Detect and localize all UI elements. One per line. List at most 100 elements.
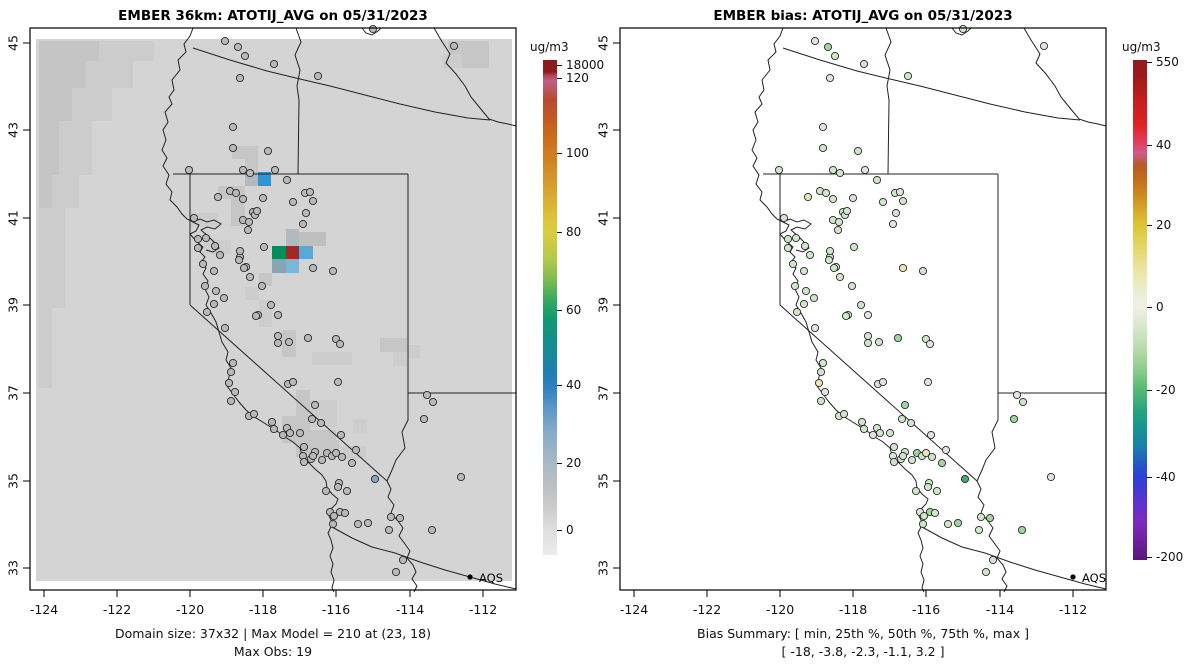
aqs-station-marker: [825, 246, 835, 256]
y-axis-tick-label: 37: [595, 385, 611, 401]
aqs-station-marker: [863, 338, 873, 348]
left-colorbar-unit-label: ug/m3: [530, 40, 569, 54]
aqs-station-marker: [820, 387, 830, 397]
aqs-station-marker: [299, 457, 309, 467]
aqs-station-marker: [244, 217, 254, 227]
ocean-raster-step: [39, 208, 65, 308]
colorbar-tick: [557, 65, 562, 66]
aqs-station-marker: [316, 418, 326, 428]
colorbar-tick: [557, 530, 562, 531]
aqs-station-marker: [919, 511, 929, 521]
model-grid-cell: [258, 172, 271, 186]
aqs-station-marker: [288, 377, 298, 387]
aqs-station-marker: [788, 259, 798, 269]
aqs-station-marker: [818, 122, 828, 132]
model-grid-cell: [272, 246, 286, 259]
aqs-station-marker: [791, 233, 801, 243]
aqs-station-marker: [925, 339, 935, 349]
aqs-station-marker: [888, 219, 898, 229]
x-axis-tick-label: -116: [321, 602, 351, 617]
aqs-station-marker: [839, 409, 849, 419]
aqs-station-marker: [930, 508, 940, 518]
aqs-station-marker: [259, 242, 269, 252]
aqs-station-marker: [368, 24, 378, 34]
aqs-station-marker: [985, 513, 995, 523]
aqs-station-marker: [391, 567, 401, 577]
state-border-line: [976, 480, 1008, 593]
aqs-station-marker: [305, 187, 315, 197]
model-grid-cell: [286, 246, 299, 259]
aqs-station-marker: [308, 263, 318, 273]
aqs-station-marker: [307, 414, 317, 424]
aqs-station-marker: [449, 41, 459, 51]
aqs-station-marker: [857, 417, 867, 427]
aqs-station-marker: [233, 42, 243, 52]
aqs-station-marker: [923, 482, 933, 492]
colorbar-tick-label: 550: [1156, 55, 1179, 69]
ocean-raster-step: [39, 61, 86, 88]
x-axis-tick-label: -124: [29, 602, 59, 617]
aqs-station-marker: [226, 396, 236, 406]
right-caption-line1: Bias Summary: [ min, 25th %, 50th %, 75t…: [697, 626, 1029, 641]
right-colorbar-unit-label: ug/m3: [1122, 40, 1161, 54]
x-axis-tick-label: -124: [619, 602, 649, 617]
aqs-station-marker: [224, 378, 234, 388]
aqs-station-marker: [201, 233, 211, 243]
aqs-station-marker: [895, 187, 905, 197]
aqs-station-marker: [336, 430, 346, 440]
aqs-station-marker: [240, 51, 250, 61]
ocean-raster-step: [39, 308, 52, 388]
aqs-station-marker: [456, 472, 466, 482]
aqs-station-marker: [779, 213, 789, 223]
aqs-station-marker: [988, 555, 998, 565]
aqs-station-marker: [310, 400, 320, 410]
x-axis-tick-label: -112: [1058, 602, 1088, 617]
aqs-station-marker: [245, 272, 255, 282]
aqs-station-marker: [299, 442, 309, 452]
aqs-station-marker: [295, 428, 305, 438]
aqs-station-marker: [799, 266, 809, 276]
colorbar-tick-label: 80: [566, 225, 582, 239]
aqs-station-marker: [285, 428, 295, 438]
aqs-station-marker: [235, 246, 245, 256]
colorbar-tick-label: 20: [566, 456, 582, 470]
aqs-station-marker: [419, 414, 429, 424]
aqs-station-marker: [184, 165, 194, 175]
left-panel-title: EMBER 36km: ATOTIJ_AVG on 05/31/2023: [118, 8, 428, 24]
aqs-station-marker: [849, 242, 859, 252]
colorbar-tick-label: 100: [566, 146, 589, 160]
aqs-station-marker: [1012, 390, 1022, 400]
aqs-station-marker: [301, 208, 311, 218]
aqs-station-marker: [337, 452, 347, 462]
model-grid-cell: [286, 229, 299, 246]
aqs-station-marker: [317, 455, 327, 465]
aqs-station-marker: [252, 206, 262, 216]
model-grid-cell: [443, 54, 462, 68]
colorbar-tick: [1147, 390, 1152, 391]
colorbar-tick: [1147, 62, 1152, 63]
aqs-station-marker: [921, 448, 931, 458]
aqs-station-marker: [1046, 472, 1056, 482]
aqs-station-marker: [823, 42, 833, 52]
aqs-station-marker: [898, 196, 908, 206]
colorbar-tick-label: -40: [1156, 470, 1176, 484]
colorbar-tick-label: 0: [566, 523, 574, 537]
x-axis-tick-label: -120: [175, 602, 205, 617]
aqs-station-marker: [943, 519, 953, 529]
aqs-station-marker: [816, 396, 826, 406]
aqs-station-marker: [863, 331, 873, 341]
state-border-line: [782, 47, 1081, 121]
aqs-station-marker: [803, 192, 813, 202]
aqs-station-marker: [828, 194, 838, 204]
aqs-station-marker: [981, 567, 991, 577]
model-grid-cell: [393, 352, 407, 366]
aqs-station-marker: [958, 24, 968, 34]
aqs-station-marker: [805, 250, 815, 260]
aqs-station-marker: [384, 525, 394, 535]
aqs-station-marker: [198, 259, 208, 269]
aqs-station-marker: [863, 310, 873, 320]
aqs-station-marker: [859, 59, 869, 69]
aqs-station-marker: [331, 448, 341, 458]
aqs-station-marker: [278, 430, 288, 440]
aqs-station-marker: [210, 241, 220, 251]
